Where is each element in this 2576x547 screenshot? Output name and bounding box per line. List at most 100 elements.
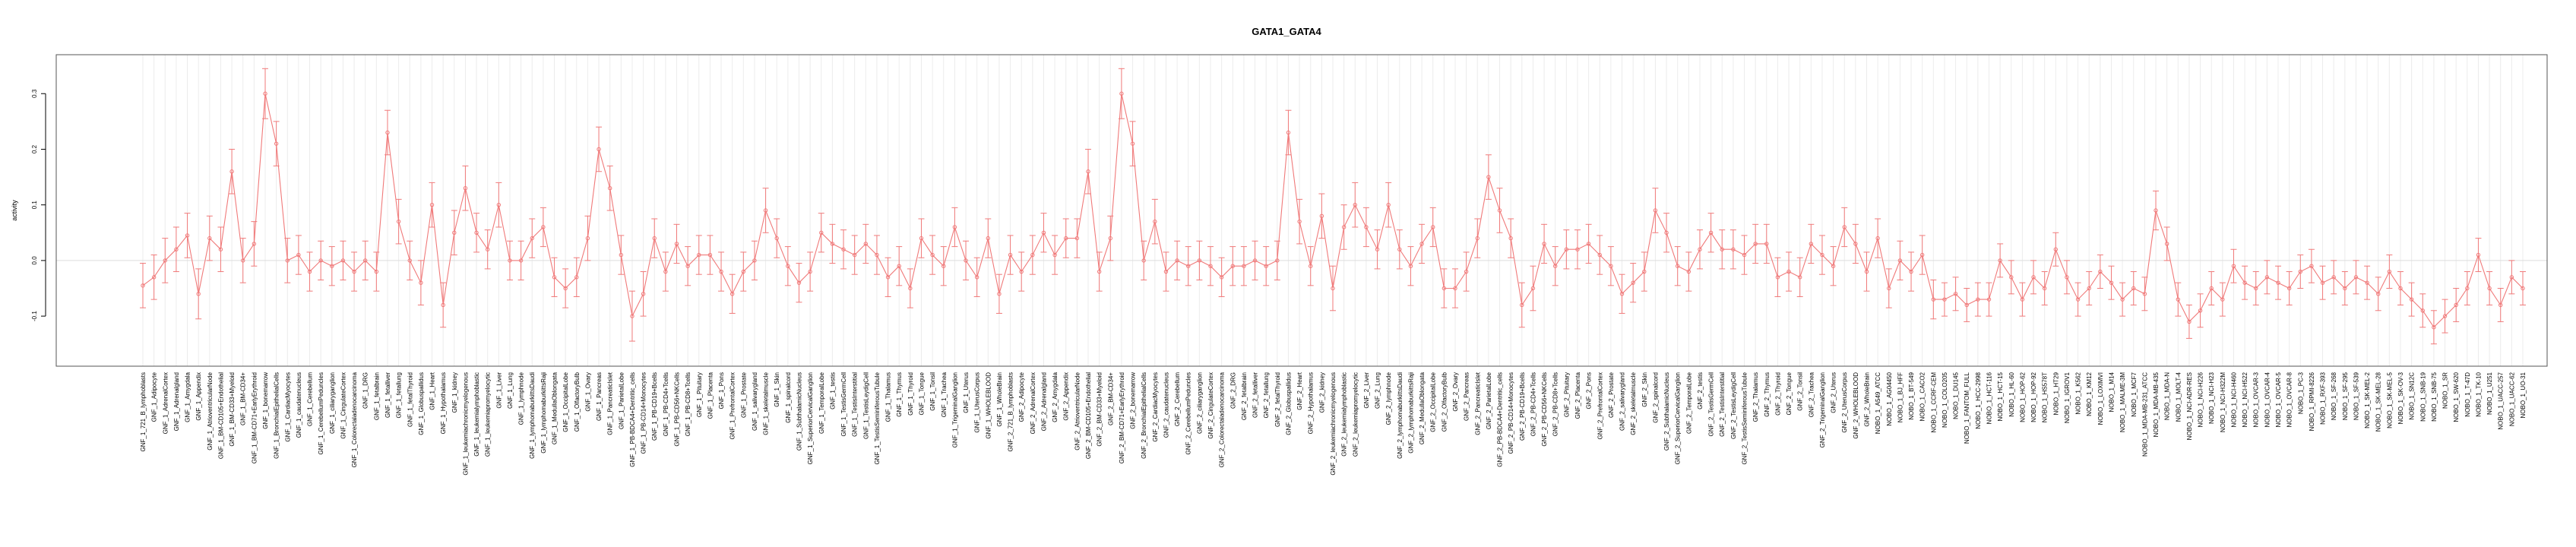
data-point — [2254, 286, 2258, 291]
data-point — [1153, 219, 1157, 224]
x-tick-label: GNF_2_Uterus — [1831, 372, 1837, 413]
data-point — [763, 208, 768, 213]
x-tick-label: NOBO_1_OVCAR-5 — [2275, 372, 2282, 427]
x-tick-label: GNF_1_Appendix — [195, 372, 202, 421]
data-point — [974, 275, 979, 280]
data-point — [2476, 252, 2481, 258]
x-tick-label: NOBO_1_TK-10 — [2475, 372, 2482, 416]
data-point — [1019, 269, 1024, 274]
x-tick-label: GNF_2_CingulateCortex — [1207, 372, 1214, 439]
data-point — [641, 292, 646, 296]
data-point — [607, 186, 612, 191]
data-point — [2020, 297, 2025, 302]
y-axis: -0.1 0.0 0.1 0.2 0.3 — [31, 89, 46, 321]
data-point — [229, 169, 234, 174]
x-tick-label: GNF_1_PB-CD14+Monocytes — [641, 372, 647, 454]
data-point — [1341, 225, 1347, 229]
data-point — [486, 247, 490, 251]
data-point — [986, 236, 990, 241]
data-point — [1219, 275, 1224, 280]
data-point — [707, 252, 713, 258]
x-tick-label: GNF_2_fetallung — [1263, 372, 1270, 418]
data-point — [1887, 286, 1891, 291]
x-tick-label: NOBO_1_SR — [2442, 372, 2449, 409]
data-point — [2109, 280, 2114, 285]
x-tick-label: GNF_2_SubthalamicNucleus — [1663, 372, 1670, 451]
data-point — [518, 258, 524, 263]
x-tick-label: GNF_1_Skin — [774, 372, 780, 407]
x-tick-label: GNF_1_Uterus — [963, 372, 970, 413]
x-tick-label: NOBO_1_KM12 — [2086, 372, 2093, 416]
x-tick-label: GNF_2_DRG — [1229, 372, 1236, 409]
x-tick-label: NOBO_1_HT29 — [2052, 372, 2059, 415]
x-tick-label: GNF_2_BM-CD71+EarlyErythroid — [1119, 372, 1125, 463]
data-point — [296, 252, 301, 258]
data-point — [1297, 219, 1302, 224]
x-tick-label: NOBO_1_PC-3 — [2297, 372, 2304, 414]
data-point — [1786, 269, 1791, 274]
x-tick-label: GNF_1_Hypothalamus — [440, 372, 447, 434]
x-tick-label: GNF_2_SuperiorCervicalGanglion — [1675, 372, 1682, 464]
data-point — [2442, 314, 2448, 318]
data-point — [330, 264, 334, 268]
data-point — [1408, 264, 1413, 268]
data-point — [1030, 252, 1035, 258]
data-point — [1353, 202, 1357, 207]
data-point — [863, 242, 869, 246]
x-tick-label: NOBO_1_NCI-H522 — [2242, 372, 2248, 427]
data-point — [1764, 242, 1769, 246]
data-point — [2031, 275, 2036, 280]
data-point — [1275, 258, 1280, 263]
data-point — [1097, 269, 1102, 274]
data-point — [141, 283, 145, 288]
data-point — [1508, 236, 1513, 241]
x-tick-label: NOBO_1_MOLT-4 — [2175, 372, 2182, 422]
data-point — [419, 280, 423, 285]
data-point — [196, 292, 201, 296]
x-tick-label: GNF_2_Pituitary — [1563, 372, 1570, 417]
x-tick-label: NOBO_1_MDA-N — [2164, 372, 2171, 420]
data-point — [2075, 297, 2081, 302]
plot-frame — [55, 54, 2548, 367]
x-tick-label: GNF_2_Ovary — [1452, 372, 1459, 412]
data-point — [719, 269, 723, 274]
data-point — [452, 230, 457, 235]
data-point — [2420, 308, 2425, 313]
data-point — [1931, 297, 1936, 302]
data-point — [2142, 292, 2147, 296]
data-point — [2087, 286, 2091, 291]
y-axis-label: activity — [11, 200, 18, 221]
x-tick-label: GNF_2_PB-CD56+NKCells — [1541, 372, 1548, 447]
data-point — [1008, 252, 1013, 258]
x-tick-label: NOBO_1_LOXIMVI — [2097, 372, 2104, 425]
data-point — [1119, 91, 1124, 96]
data-point — [285, 258, 290, 263]
data-point — [1186, 264, 1191, 268]
data-point — [441, 302, 445, 308]
x-tick-label: GNF_2_PB-BDCA4+Dentritic_cells — [1497, 372, 1504, 467]
x-tick-label: GNF_2_721_B_lymphoblasts — [1008, 372, 1014, 452]
data-point — [2231, 264, 2236, 268]
data-point — [841, 247, 846, 251]
data-point — [2331, 275, 2336, 280]
x-tick-label: GNF_2_ciliaryganglion — [1196, 372, 1203, 434]
x-tick-label: NOBO_1_NCI-ADR-RES — [2186, 372, 2193, 440]
data-point — [1942, 297, 1947, 302]
data-point — [1742, 252, 1747, 258]
x-tick-label: NOBO_1_MDA-MB-231_ATCC — [2141, 372, 2148, 457]
x-tick-label: GNF_1_fetalliver — [385, 372, 391, 418]
x-tick-label: GNF_1_TestisInterstitial — [852, 372, 859, 437]
data-point — [1464, 269, 1469, 274]
x-tick-label: GNF_1_Heart — [429, 372, 436, 410]
data-point — [1720, 247, 1724, 251]
x-tick-label: GNF_1_UterusCorpus — [974, 372, 981, 433]
chart-title: GATA1_GATA4 — [1252, 26, 1321, 37]
x-tick-label: NOBO_1_UO-31 — [2520, 372, 2527, 418]
x-tick-label: GNF_1_lymphomaburkittsRaji — [540, 372, 547, 454]
x-tick-label: GNF_1_CingulateCortex — [340, 372, 347, 439]
x-tick-label: NOBO_1_U251 — [2486, 372, 2493, 415]
x-tick-label: NOBO_1_K562 — [2075, 372, 2082, 414]
data-point — [385, 130, 390, 135]
x-tick-label: NOBO_1_NCI-H460 — [2230, 372, 2237, 427]
data-point — [1542, 242, 1546, 246]
